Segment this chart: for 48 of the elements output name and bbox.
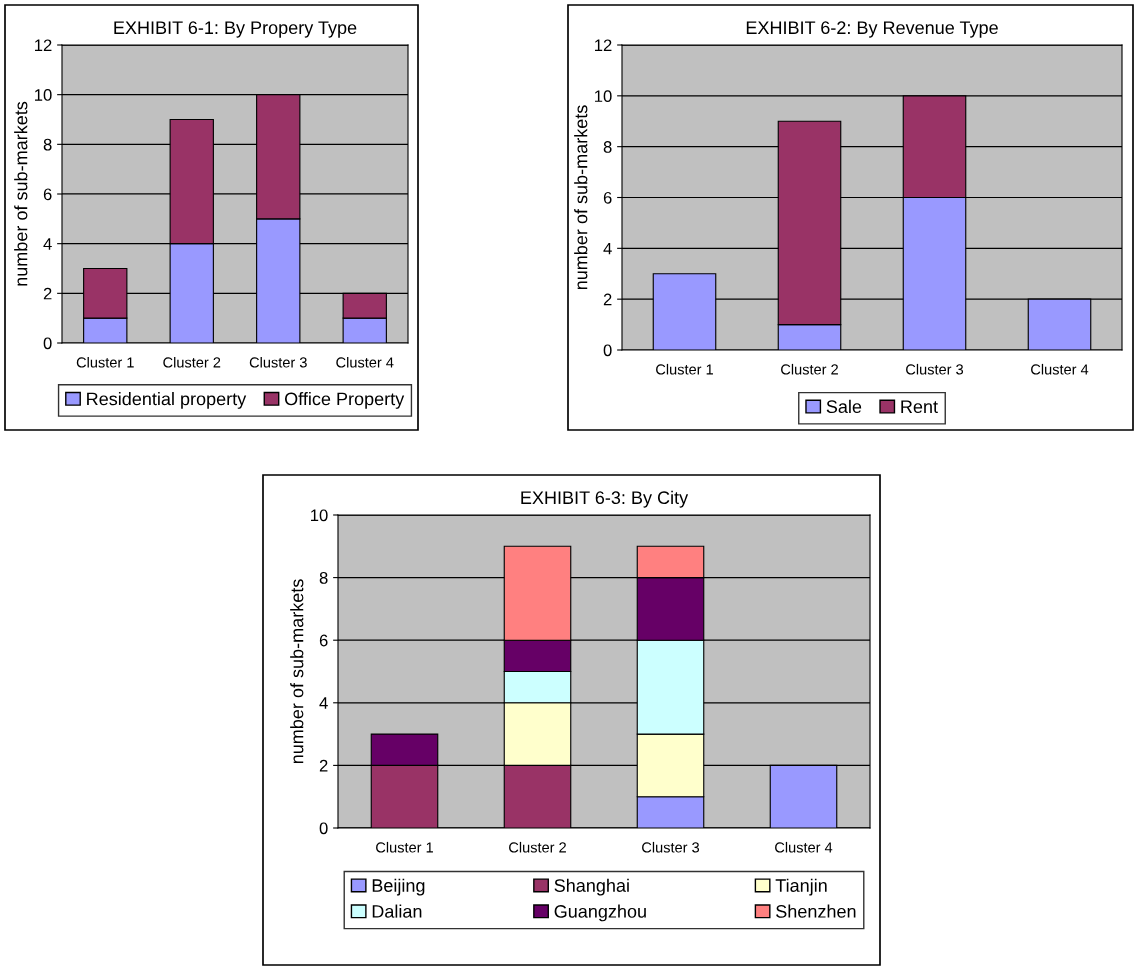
y-tick-label: 4	[319, 697, 328, 709]
y-tick-label: 4	[43, 238, 52, 250]
legend-label: Office Property	[284, 392, 405, 409]
y-tick-label: 0	[43, 337, 52, 350]
x-tick-label: Cluster 1	[376, 841, 433, 853]
y-tick-label: 12	[595, 39, 612, 52]
y-axis-title: number of sub-markets	[574, 105, 588, 290]
y-tick-label: 8	[603, 141, 612, 153]
y-tick-label: 10	[35, 89, 52, 101]
x-tick-label: Cluster 4	[775, 841, 833, 853]
chart-title: EXHIBIT 6-1: By Propery Type	[114, 21, 357, 38]
legend-label: Tianjin	[775, 878, 827, 896]
y-tick-label: 4	[603, 242, 612, 255]
legend-label: Rent	[901, 400, 938, 414]
y-tick-label: 6	[319, 634, 328, 647]
x-tick-label: Cluster 1	[76, 356, 134, 368]
y-tick-label: 10	[595, 90, 612, 103]
y-tick-label: 6	[603, 191, 612, 204]
x-tick-label: Cluster 3	[906, 363, 964, 375]
x-tick-label: Cluster 2	[781, 363, 838, 375]
y-tick-label: 0	[603, 344, 612, 357]
y-axis-title: number of sub-markets	[290, 579, 304, 764]
y-tick-label: 12	[35, 39, 52, 52]
y-tick-label: 2	[603, 293, 612, 306]
legend-label: Shenzhen	[776, 904, 856, 918]
legend-label: Shanghai	[554, 878, 629, 896]
x-tick-label: Cluster 1	[656, 363, 713, 375]
legend-label: Guangzhou	[554, 904, 646, 922]
x-tick-label: Cluster 2	[163, 356, 221, 368]
x-tick-label: Cluster 2	[509, 841, 566, 853]
y-tick-label: 0	[319, 822, 328, 835]
y-tick-label: 6	[43, 188, 52, 201]
x-tick-label: Cluster 4	[1031, 363, 1089, 375]
x-tick-label: Cluster 4	[336, 356, 394, 368]
y-tick-label: 2	[319, 759, 328, 772]
y-tick-label: 10	[311, 509, 328, 522]
x-tick-label: Cluster 3	[642, 841, 700, 853]
y-tick-label: 8	[319, 572, 328, 584]
chart-title: EXHIBIT 6-3: By City	[521, 490, 689, 508]
legend-label: Residential property	[87, 392, 247, 409]
legend-label: Sale	[826, 399, 862, 414]
legend-label: Dalian	[372, 904, 422, 918]
x-tick-label: Cluster 3	[249, 356, 307, 368]
y-tick-label: 8	[43, 138, 52, 151]
y-tick-label: 2	[43, 287, 52, 300]
y-axis-title: number of sub-markets	[14, 101, 28, 286]
chart-title: EXHIBIT 6-2: By Revenue Type	[746, 21, 998, 38]
legend-label: Beijing	[372, 878, 425, 896]
